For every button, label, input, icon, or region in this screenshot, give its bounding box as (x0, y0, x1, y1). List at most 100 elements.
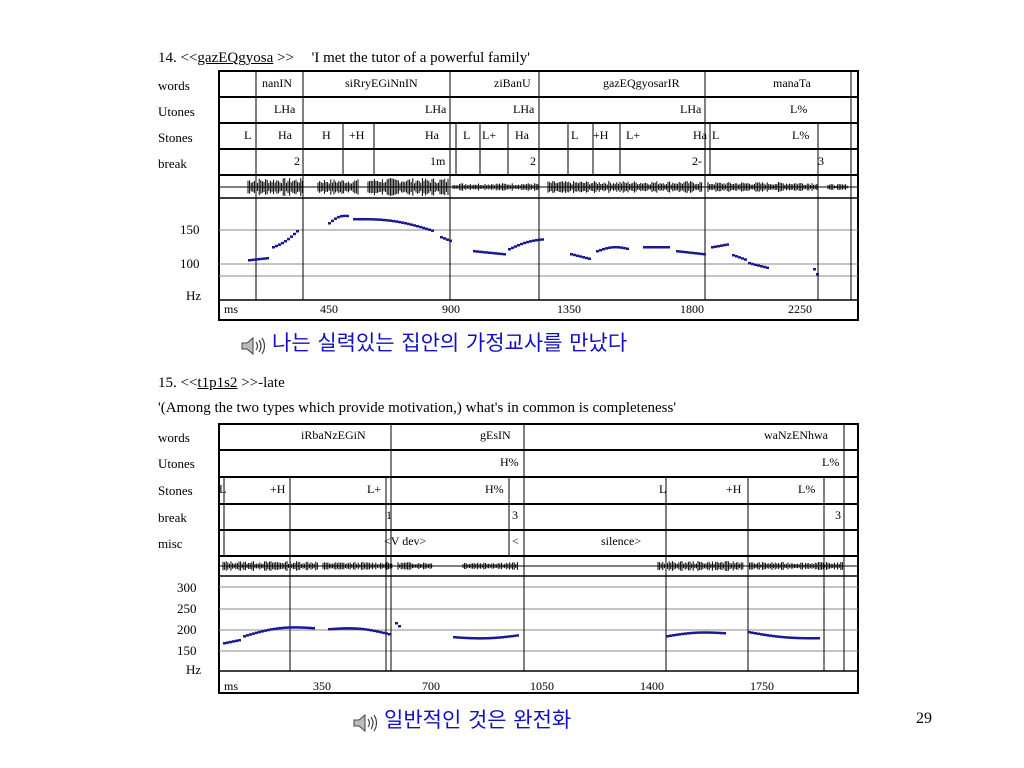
pitch-point (328, 222, 331, 225)
pitch-point (711, 246, 714, 249)
fig1-open: << (180, 50, 198, 66)
pitch-point (489, 636, 492, 640)
pitch-point (623, 246, 626, 250)
pitch-point (281, 241, 284, 245)
fig1-audio-caption: 나는 실력있는 집안의 가정교사를 만났다 (240, 327, 627, 357)
pitch-point (617, 246, 620, 249)
pitch-point (510, 635, 513, 638)
fig2-row-label-stones: Stones (158, 483, 193, 498)
pitch-point (264, 629, 267, 632)
fig1-ytick-150: 150 (180, 222, 200, 237)
pitch-point (723, 632, 726, 635)
pitch-point (282, 626, 285, 630)
pitch-point (763, 265, 766, 269)
fig1-stone-6: L (463, 128, 471, 142)
fig1-stone-12: Ha (693, 128, 707, 142)
fig2-sound-link[interactable]: t1p1s2 (197, 375, 238, 391)
fig2-break-1: 1 (386, 508, 392, 522)
pitch-point (760, 633, 763, 636)
pitch-point (257, 258, 260, 261)
fig2-stone-6: +H (726, 482, 742, 496)
pitch-point (808, 637, 811, 640)
pitch-point (422, 226, 425, 230)
fig2-break-3: 3 (835, 508, 841, 522)
pitch-point (778, 635, 781, 639)
fig1-utone-2: LHa (425, 102, 447, 116)
pitch-point (751, 631, 754, 635)
pitch-point (365, 217, 368, 221)
pitch-point (697, 252, 700, 255)
pitch-point (781, 635, 784, 639)
fig2-word-3: waNzENhwa (764, 428, 828, 442)
fig1-xtick-450: 450 (320, 302, 338, 316)
pitch-point (582, 256, 585, 259)
speaker-icon[interactable] (240, 335, 268, 357)
pitch-point (500, 252, 503, 256)
pitch-point (471, 636, 474, 640)
pitch-point (664, 246, 667, 249)
fig1-xtick-1800: 1800 (680, 302, 704, 316)
fig1-sound-link[interactable]: gazEQgyosa (197, 50, 274, 66)
speaker-icon[interactable] (352, 712, 380, 734)
pitch-point (573, 253, 576, 257)
pitch-point (684, 632, 687, 635)
fig1-stone-5: Ha (425, 128, 439, 142)
pitch-point (331, 627, 334, 631)
pitch-point (796, 636, 799, 640)
pitch-point (588, 257, 591, 260)
fig1-x-unit: ms (224, 302, 239, 316)
pitch-point (328, 628, 331, 631)
pitch-point (805, 636, 808, 640)
fig1-word-2: siRryEGiNnIN (345, 76, 418, 90)
fig2-xtick-1050: 1050 (530, 679, 554, 693)
fig1-xtick-2250: 2250 (788, 302, 812, 316)
fig1-stone-3: H (322, 128, 331, 142)
pitch-point (605, 247, 608, 250)
fig1-stone-8: Ha (515, 128, 529, 142)
pitch-point (717, 244, 720, 248)
fig1-row-label-utones: Utones (158, 104, 195, 119)
pitch-point (334, 627, 337, 631)
fig2-utone-1: H% (500, 455, 519, 469)
pitch-point (508, 248, 511, 251)
fig2-row-label-words: words (158, 430, 190, 445)
pitch-point (395, 622, 398, 625)
fig2-audio-caption: 일반적인 것은 완전화 (352, 704, 571, 734)
pitch-point (358, 627, 361, 630)
pitch-point (501, 635, 504, 639)
fig2-close: >>-late (241, 375, 285, 391)
fig1-break-5: 3 (818, 154, 824, 168)
pitch-point (693, 631, 696, 635)
pitch-point (538, 238, 541, 242)
pitch-point (708, 631, 711, 634)
pitch-point (513, 634, 516, 638)
fig2-korean-text: 일반적인 것은 완전화 (384, 708, 572, 732)
fig2-ytick-250: 250 (177, 601, 197, 616)
pitch-point (769, 634, 772, 637)
pitch-point (346, 214, 349, 218)
fig1-stone-13: L (712, 128, 720, 142)
pitch-point (772, 634, 775, 638)
pitch-point (279, 626, 282, 630)
pitch-point (370, 629, 373, 632)
pitch-point (368, 218, 371, 221)
fig1-stone-9: L (571, 128, 579, 142)
pitch-point (661, 246, 664, 249)
pitch-point (741, 257, 744, 260)
pitch-point (614, 245, 617, 249)
fig1-stone-11: L+ (626, 128, 641, 142)
fig2-ytick-150: 150 (177, 643, 197, 658)
pitch-point (760, 265, 763, 268)
pitch-point (702, 631, 705, 634)
pitch-point (717, 631, 720, 635)
pitch-point (483, 637, 486, 640)
fig1-close: >> (276, 50, 294, 66)
pitch-point (449, 239, 452, 243)
pitch-point (413, 224, 416, 227)
fig1-number: 14. (158, 50, 177, 66)
fig1-xtick-900: 900 (442, 302, 460, 316)
pitch-point (270, 628, 273, 631)
pitch-point (802, 636, 805, 640)
pitch-point (398, 220, 401, 224)
fig1-ytick-100: 100 (180, 256, 200, 271)
